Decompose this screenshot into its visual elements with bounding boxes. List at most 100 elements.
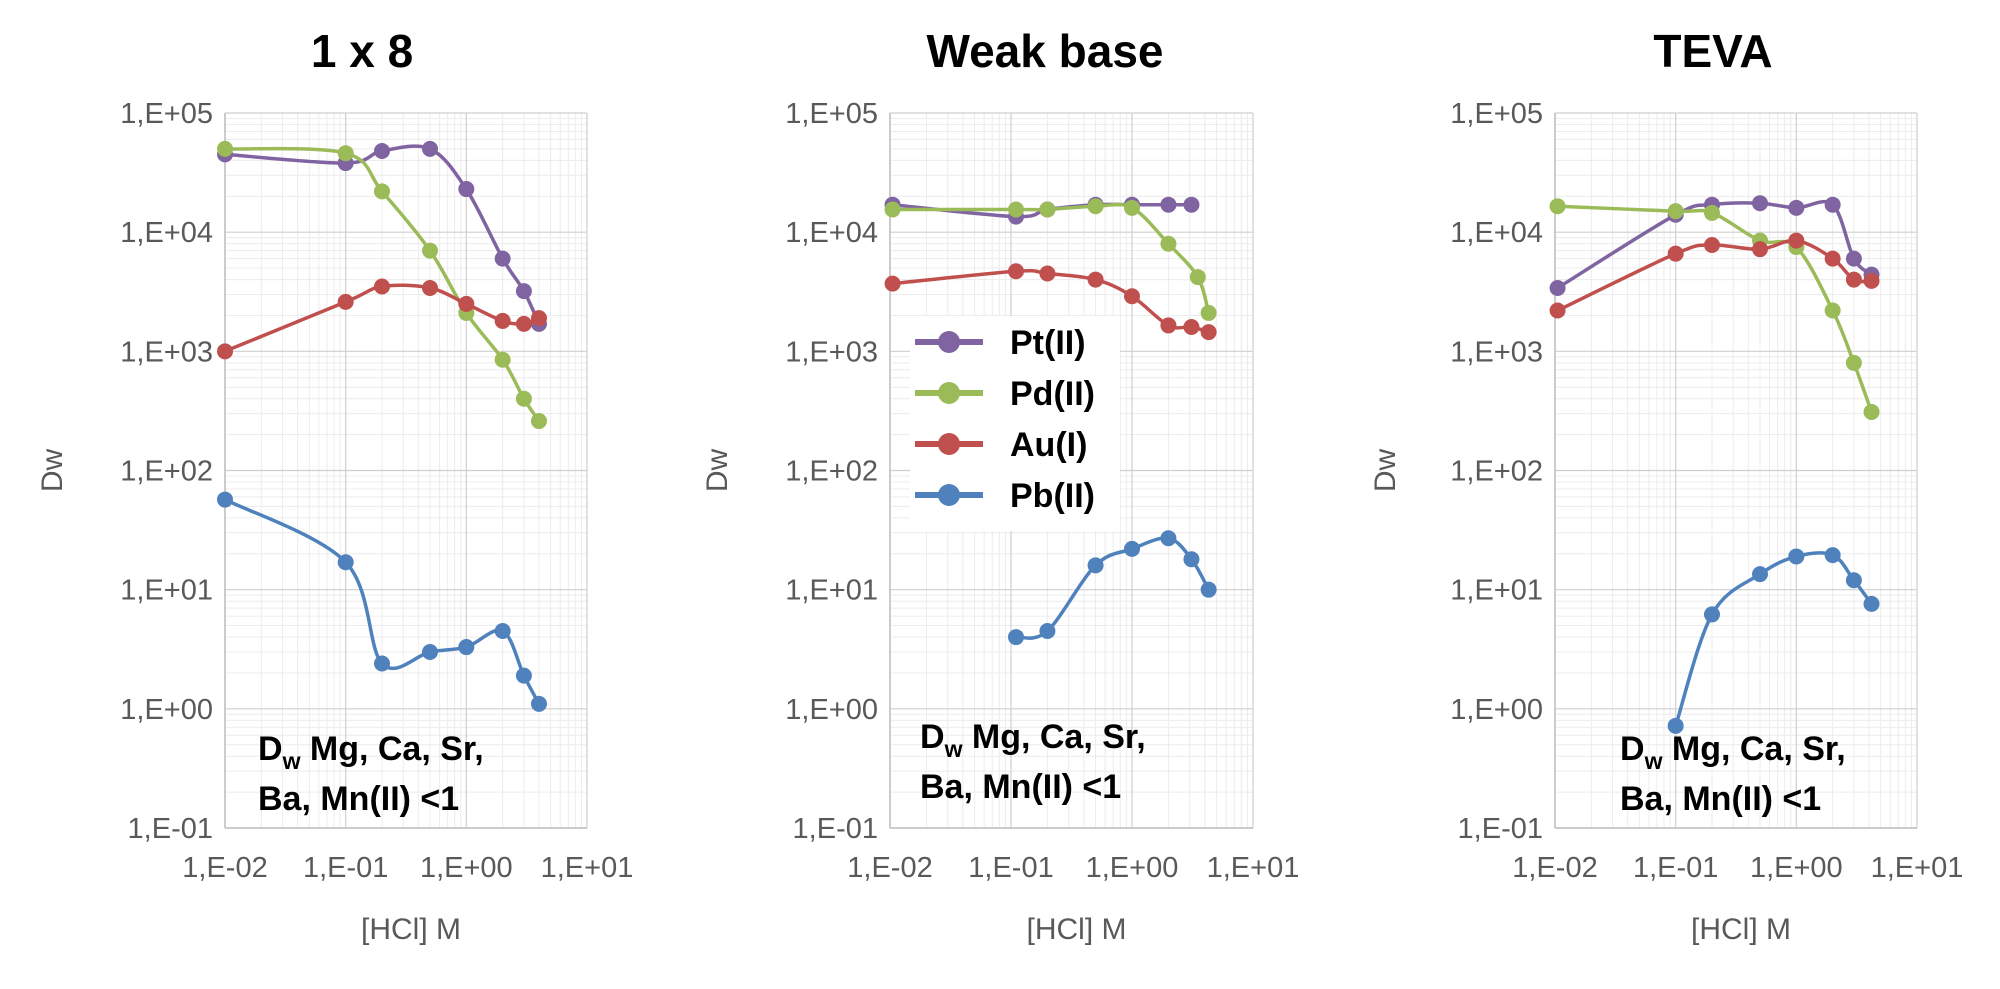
legend-swatch-marker <box>938 433 960 455</box>
data-point-pt-ii <box>1845 250 1862 267</box>
y-tick-label: 1,E+04 <box>120 217 213 249</box>
x-tick-label: 1,E-02 <box>847 852 932 884</box>
data-point-au-i <box>1087 271 1104 288</box>
x-tick-label: 1,E-01 <box>1633 852 1718 884</box>
data-point-pb-ii <box>515 667 532 684</box>
data-point-pd-ii <box>1667 203 1684 220</box>
x-tick-label: 1,E-02 <box>182 852 267 884</box>
data-point-pb-ii <box>1200 581 1217 598</box>
x-tick-label: 1,E+01 <box>541 852 634 884</box>
y-tick-label: 1,E+04 <box>785 217 878 249</box>
y-tick-label: 1,E-01 <box>1458 813 1543 845</box>
data-point-pt-ii <box>458 181 475 198</box>
x-tick-label: 1,E-02 <box>1512 852 1597 884</box>
data-point-pd-ii <box>494 351 511 368</box>
data-point-au-i <box>1824 250 1841 267</box>
data-point-au-i <box>515 315 532 332</box>
y-axis-label: Dw <box>701 449 734 493</box>
note-line-1: Dw Mg, Ca, Sr, <box>258 730 484 774</box>
data-point-au-i <box>1183 319 1200 336</box>
data-point-au-i <box>494 312 511 329</box>
data-point-pd-ii <box>1703 204 1720 221</box>
data-point-pb-ii <box>1667 717 1684 734</box>
data-point-au-i <box>458 295 475 312</box>
x-axis-label: [HCl] M <box>1027 913 1127 946</box>
data-point-pd-ii <box>1124 199 1140 216</box>
series-pb-ii <box>1667 547 1880 734</box>
series-au-i <box>217 278 547 360</box>
y-tick-label: 1,E-01 <box>793 813 878 845</box>
data-point-pd-ii <box>373 183 390 200</box>
data-point-pb-ii <box>1752 566 1769 583</box>
y-tick-label: 1,E+05 <box>120 98 213 130</box>
y-tick-label: 1,E+03 <box>1450 336 1543 368</box>
series-pt-ii <box>217 140 547 332</box>
data-point-au-i <box>337 293 354 310</box>
note-line-1: Dw Mg, Ca, Sr, <box>1620 730 1846 774</box>
data-point-pt-ii <box>1549 279 1566 296</box>
data-point-pt-ii <box>1183 196 1200 213</box>
data-point-au-i <box>1039 265 1056 282</box>
chart-title: 1 x 8 <box>311 25 413 77</box>
data-point-au-i <box>422 279 439 296</box>
data-point-pd-ii <box>1863 403 1880 420</box>
data-point-pb-ii <box>422 643 439 660</box>
legend-swatch-marker <box>938 331 960 353</box>
data-point-pb-ii <box>1160 530 1177 547</box>
data-point-pd-ii <box>530 413 547 430</box>
data-point-pb-ii <box>530 695 547 712</box>
data-point-pd-ii <box>515 390 532 407</box>
y-tick-label: 1,E+04 <box>1450 217 1543 249</box>
data-point-au-i <box>884 275 901 292</box>
series-au-i <box>884 263 1217 341</box>
y-tick-label: 1,E+05 <box>1450 98 1543 130</box>
x-tick-label: 1,E+01 <box>1207 852 1300 884</box>
chart-panel-weak-base: 1,E-01 1,E+00 1,E+01 1,E+02 1,E+03 1,E+04 1,E+… <box>701 25 1299 946</box>
data-point-pd-ii <box>1039 201 1056 218</box>
legend-entry-pd-ii: Pd(II) <box>915 375 1095 413</box>
y-tick-label: 1,E+02 <box>785 456 878 488</box>
x-tick-label: 1,E+01 <box>1871 852 1964 884</box>
data-point-pd-ii <box>884 201 901 218</box>
data-point-pb-ii <box>1039 622 1056 639</box>
y-tick-label: 1,E+01 <box>120 575 213 607</box>
y-tick-label: 1,E+03 <box>120 336 213 368</box>
chart-title: Weak base <box>927 25 1164 77</box>
data-point-au-i <box>530 310 547 327</box>
data-point-pb-ii <box>1703 606 1720 623</box>
y-tick-label: 1,E+03 <box>785 336 878 368</box>
data-point-pd-ii <box>217 140 233 157</box>
data-point-pd-ii <box>1824 302 1841 319</box>
legend-entry-pt-ii: Pt(II) <box>915 324 1086 362</box>
data-point-au-i <box>1752 241 1769 258</box>
legend-label: Pd(II) <box>1010 375 1095 413</box>
series-pd-ii <box>884 198 1217 321</box>
data-point-pb-ii <box>458 639 475 656</box>
data-point-au-i <box>1667 245 1684 262</box>
note-line-2: Ba, Mn(II) <1 <box>920 768 1121 806</box>
data-point-pb-ii <box>373 655 390 672</box>
gridlines <box>224 112 588 829</box>
y-tick-label: 1,E+02 <box>120 456 213 488</box>
legend-entry-pb-ii: Pb(II) <box>915 477 1095 515</box>
data-point-pd-ii <box>1200 304 1217 321</box>
x-tick-label: 1,E+00 <box>1086 852 1179 884</box>
legend-label: Au(I) <box>1010 426 1087 464</box>
data-point-pb-ii <box>494 622 511 639</box>
data-point-au-i <box>1008 263 1025 280</box>
data-point-pb-ii <box>1863 595 1880 612</box>
data-point-au-i <box>1124 288 1140 305</box>
legend-label: Pt(II) <box>1010 324 1086 362</box>
y-tick-label: 1,E-01 <box>128 813 213 845</box>
data-point-pt-ii <box>1752 195 1769 212</box>
y-tick-label: 1,E+01 <box>1450 575 1543 607</box>
series-au-i <box>1549 232 1880 319</box>
data-point-pb-ii <box>1124 540 1140 557</box>
data-point-pt-ii <box>422 140 439 157</box>
data-point-pt-ii <box>1824 196 1841 213</box>
y-tick-label: 1,E+00 <box>1450 694 1543 726</box>
annotation-note: Dw Mg, Ca, Sr, Ba, Mn(II) <1 <box>258 730 484 818</box>
annotation-note: Dw Mg, Ca, Sr, Ba, Mn(II) <1 <box>1620 730 1846 818</box>
data-point-au-i <box>1549 302 1566 319</box>
note-line-2: Ba, Mn(II) <1 <box>1620 780 1821 818</box>
